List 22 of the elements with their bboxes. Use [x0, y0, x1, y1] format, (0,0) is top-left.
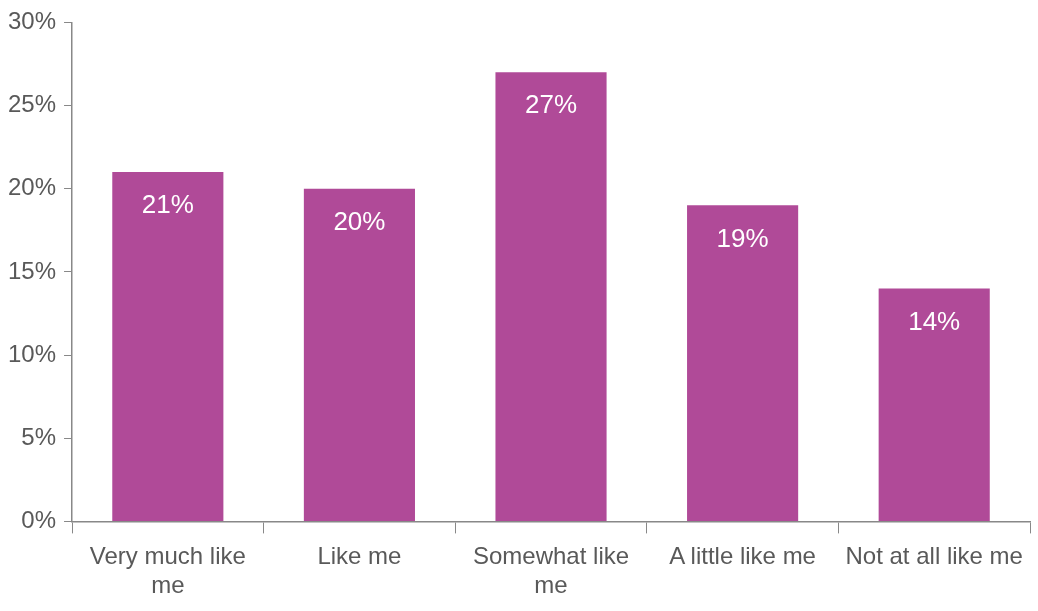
y-tick-label: 5%	[21, 422, 57, 450]
x-tick-label: Somewhat like me	[472, 542, 630, 599]
bar	[303, 188, 415, 521]
data-label: 20%	[333, 205, 386, 236]
y-tick-label: 15%	[7, 256, 57, 284]
x-tick-label: A little like me	[669, 542, 816, 570]
x-tick-label: Very much like me	[89, 542, 246, 599]
y-tick-label: 10%	[7, 339, 57, 367]
data-label: 19%	[716, 222, 769, 253]
y-tick-label: 20%	[7, 173, 57, 201]
x-tick-label: Not at all like me	[845, 542, 1023, 570]
bar	[878, 288, 990, 521]
data-label: 21%	[141, 189, 194, 220]
data-label: 27%	[524, 89, 578, 120]
y-tick-label: 30%	[7, 7, 57, 35]
data-label: 14%	[908, 305, 961, 336]
bar	[687, 205, 799, 521]
bar	[495, 72, 607, 521]
x-tick-label: Like me	[317, 542, 402, 570]
bar	[112, 172, 224, 521]
y-tick-label: 25%	[7, 90, 57, 118]
y-tick-label: 0%	[21, 506, 57, 534]
